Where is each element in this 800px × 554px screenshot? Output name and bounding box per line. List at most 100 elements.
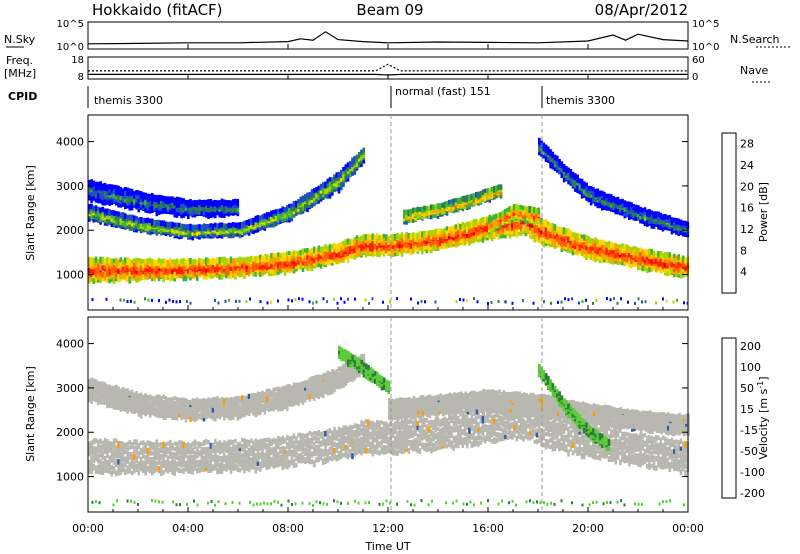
heat-cell-band-0 xyxy=(112,277,116,284)
freq-label: Freq. xyxy=(6,54,33,67)
heat-cell-band-1 xyxy=(97,206,100,212)
heat-cell-band-0 xyxy=(110,264,114,272)
heat-cell-band-1 xyxy=(297,201,300,208)
heat-cell-band-0 xyxy=(652,254,656,262)
heat-cell-band-0 xyxy=(585,253,588,261)
heat-cell-band-0 xyxy=(306,432,309,440)
heat-cell-band-4 xyxy=(403,209,406,216)
heat-cell-band-0 xyxy=(97,278,100,283)
heat-cell-band-2 xyxy=(173,197,177,205)
heat-cell-band-0 xyxy=(502,226,505,232)
heat-cell-band-4 xyxy=(418,207,422,212)
heat-cell-band-0 xyxy=(223,256,226,261)
heat-cell-band-3 xyxy=(661,224,665,232)
heat-cell-band-0 xyxy=(99,264,102,271)
heat-cell-band-0 xyxy=(628,246,631,252)
heat-cell-band-1 xyxy=(119,212,123,218)
heat-cell-band-0 xyxy=(243,266,246,273)
heat-cell-band-3 xyxy=(547,146,550,151)
heat-cell-band-0 xyxy=(272,446,276,454)
heat-cell-band-0 xyxy=(254,466,258,474)
heat-cell-nearrange xyxy=(504,300,507,304)
heat-cell-band-0 xyxy=(97,267,100,274)
heat-cell-band-0 xyxy=(182,447,186,454)
heat-cell-band-0 xyxy=(598,253,602,261)
heat-cell-band-0 xyxy=(299,443,303,450)
heat-cell-band-0 xyxy=(191,465,195,470)
heat-cell-band-0 xyxy=(634,261,638,267)
heat-cell-band-0 xyxy=(297,440,300,446)
heat-cell-band-1 xyxy=(265,212,269,219)
heat-cell-band-0 xyxy=(252,464,255,470)
heat-cell-band-1 xyxy=(272,216,276,222)
heat-cell-band-0 xyxy=(288,449,291,456)
heat-cell-band-0 xyxy=(223,259,226,266)
heat-cell-band-0 xyxy=(621,243,624,249)
heat-cell-band-0 xyxy=(445,229,449,236)
heat-cell-band-1 xyxy=(130,214,134,222)
heat-cell-band-0 xyxy=(209,463,213,470)
heat-cell-band-0 xyxy=(94,256,98,263)
heat-cell-band-0 xyxy=(425,238,429,245)
heat-cell-band-0 xyxy=(256,255,260,263)
heat-cell-band-0 xyxy=(673,253,676,258)
heat-cell-band-0 xyxy=(322,246,325,252)
heat-cell-band-0 xyxy=(337,251,341,258)
heat-cell-band-3 xyxy=(556,163,559,171)
heat-cell-band-2 xyxy=(112,184,116,190)
heat-cell-band-0 xyxy=(101,440,105,447)
heat-cell-band-0 xyxy=(110,258,114,263)
heat-cell-band-0 xyxy=(682,255,685,263)
heat-cell-band-2 xyxy=(214,204,217,211)
heat-cell-band-0 xyxy=(108,445,111,451)
heat-cell-band-1 xyxy=(90,213,93,220)
heat-cell-band-1 xyxy=(121,212,125,217)
heat-cell-band-0 xyxy=(470,223,474,229)
heat-cell-band-0 xyxy=(103,274,107,281)
heat-cell-band-0 xyxy=(234,267,237,274)
heat-cell-band-0 xyxy=(241,443,244,450)
heat-cell-band-0 xyxy=(110,453,114,461)
heat-cell-band-0 xyxy=(124,456,127,461)
heat-cell-nearrange xyxy=(291,299,293,303)
heat-cell-nearrange xyxy=(333,297,335,301)
heat-cell-band-0 xyxy=(214,269,217,277)
heat-cell-band-0 xyxy=(605,249,609,255)
heat-cell-band-0 xyxy=(628,258,631,265)
heat-cell-band-2 xyxy=(90,179,93,186)
heat-cell-band-0 xyxy=(459,236,462,243)
heat-cell-band-2 xyxy=(157,209,161,215)
heat-cell-band-0 xyxy=(128,452,132,459)
heat-cell-band-0 xyxy=(103,463,107,469)
heat-cell-band-0 xyxy=(139,440,143,446)
heat-cell-band-3 xyxy=(544,154,548,161)
heat-cell-band-0 xyxy=(101,465,105,471)
heat-cell-band-0 xyxy=(364,247,368,253)
heat-cell-band-1 xyxy=(236,232,240,237)
heat-cell-band-0 xyxy=(220,272,224,280)
heat-cell-band-2 xyxy=(88,179,91,186)
heat-cell-band-0 xyxy=(265,463,269,470)
heat-cell-band-0 xyxy=(247,267,251,274)
heat-cell-band-1 xyxy=(157,223,161,231)
heat-cell-band-0 xyxy=(367,233,370,241)
heat-cell-band-0 xyxy=(583,234,586,241)
heat-cell-band-0 xyxy=(184,259,188,264)
heat-cell-band-4 xyxy=(484,188,487,193)
heat-cell-band-0 xyxy=(304,433,307,439)
heat-cell-band-0 xyxy=(110,277,114,282)
heat-cell-nearrange xyxy=(147,298,150,302)
heat-cell-band-0 xyxy=(657,264,660,270)
heat-cell-band-0 xyxy=(472,227,476,233)
heat-cell-band-0 xyxy=(335,244,339,251)
heat-cell-band-0 xyxy=(639,259,642,266)
heat-cell-band-1 xyxy=(121,220,125,227)
heat-cell-band-1 xyxy=(337,186,341,194)
heat-cell-band-0 xyxy=(101,271,105,278)
heat-cell-band-1 xyxy=(331,181,334,188)
heat-cell-band-0 xyxy=(400,241,404,249)
heat-cell-band-0 xyxy=(99,464,102,471)
heat-cell-band-0 xyxy=(196,468,199,474)
heat-cell-band-0 xyxy=(272,252,276,258)
